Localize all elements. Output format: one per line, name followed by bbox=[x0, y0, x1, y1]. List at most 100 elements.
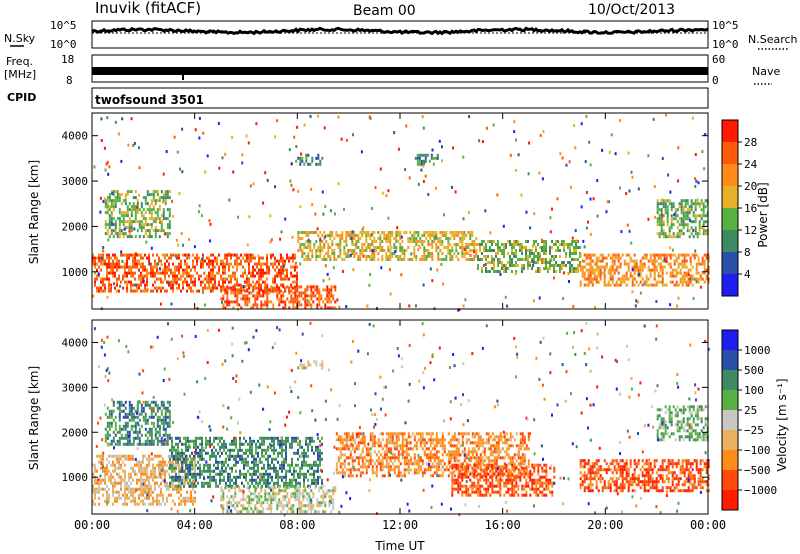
heatmap-cell bbox=[319, 249, 322, 252]
heatmap-cell bbox=[242, 297, 245, 301]
heatmap-cell bbox=[591, 280, 594, 284]
colorbar-swatch bbox=[722, 164, 738, 186]
heatmap-cell bbox=[326, 294, 329, 298]
heatmap-cell bbox=[451, 231, 454, 234]
heatmap-cell bbox=[585, 262, 588, 266]
heatmap-cell bbox=[309, 258, 312, 261]
heatmap-cell bbox=[327, 252, 330, 255]
heatmap-cell bbox=[244, 498, 247, 502]
heatmap-cell bbox=[244, 507, 247, 511]
heatmap-cell bbox=[698, 232, 701, 236]
heatmap-cell bbox=[201, 442, 203, 446]
heatmap-cell bbox=[114, 223, 117, 227]
heatmap-cell bbox=[617, 271, 620, 275]
heatmap-cell bbox=[130, 205, 133, 209]
heatmap-cell bbox=[186, 274, 188, 278]
heatmap-cell bbox=[664, 232, 667, 236]
heatmap-cell bbox=[210, 277, 212, 281]
heatmap-cell bbox=[477, 264, 479, 267]
heatmap-cell bbox=[198, 256, 200, 260]
heatmap-cell bbox=[619, 265, 622, 269]
heatmap-cell bbox=[246, 303, 249, 307]
heatmap-cell bbox=[381, 468, 384, 472]
heatmap-cell bbox=[234, 300, 237, 304]
heatmap-cell bbox=[631, 290, 634, 294]
heatmap-cell bbox=[173, 445, 175, 449]
heatmap-cell bbox=[511, 261, 513, 264]
heatmap-cell bbox=[357, 240, 360, 243]
heatmap-cell bbox=[467, 258, 470, 261]
heatmap-cell bbox=[265, 457, 267, 461]
heatmap-cell bbox=[700, 226, 703, 230]
heatmap-cell bbox=[148, 211, 151, 215]
heatmap-cell bbox=[136, 259, 138, 263]
heatmap-cell bbox=[327, 249, 330, 252]
heatmap-cell bbox=[311, 255, 314, 258]
heatmap-cell bbox=[114, 484, 116, 488]
heatmap-cell bbox=[114, 454, 116, 458]
heatmap-cell bbox=[255, 469, 257, 473]
heatmap-cell bbox=[258, 268, 260, 272]
heatmap-cell bbox=[357, 441, 360, 445]
heatmap-cell bbox=[593, 262, 596, 266]
heatmap-cell bbox=[649, 283, 652, 287]
heatmap-cell bbox=[579, 246, 581, 249]
heatmap-cell bbox=[104, 202, 107, 206]
heatmap-cell bbox=[196, 253, 198, 257]
heatmap-cell bbox=[335, 447, 338, 451]
heatmap-cell bbox=[317, 249, 320, 252]
nave-tick-top: 60 bbox=[712, 53, 725, 66]
heatmap-cell bbox=[222, 498, 225, 502]
heatmap-cell bbox=[297, 451, 299, 455]
heatmap-cell bbox=[100, 487, 102, 491]
heatmap-cell bbox=[311, 436, 313, 440]
heatmap-cell bbox=[128, 496, 130, 500]
heatmap-cell bbox=[294, 253, 296, 257]
heatmap-cell bbox=[268, 507, 271, 511]
heatmap-cell bbox=[116, 481, 118, 485]
heatmap-cell bbox=[214, 256, 216, 260]
heatmap-cell bbox=[140, 265, 142, 269]
heatmap-cell bbox=[214, 265, 216, 269]
heatmap-cell bbox=[256, 303, 259, 307]
heatmap-cell bbox=[148, 271, 150, 275]
heatmap-cell bbox=[627, 253, 630, 257]
heatmap-cell bbox=[126, 256, 128, 260]
heatmap-cell bbox=[134, 220, 137, 224]
heatmap-cell bbox=[154, 259, 156, 263]
heatmap-cell bbox=[643, 253, 646, 257]
heatmap-cell bbox=[330, 510, 333, 514]
heatmap-cell bbox=[94, 496, 96, 500]
heatmap-cell bbox=[156, 271, 158, 275]
heatmap-cell bbox=[331, 240, 334, 243]
heatmap-cell bbox=[223, 469, 225, 473]
heatmap-cell bbox=[381, 240, 384, 243]
heatmap-cell bbox=[581, 259, 584, 263]
heatmap-cell bbox=[471, 234, 474, 237]
heatmap-cell bbox=[281, 466, 283, 470]
heatmap-cell bbox=[122, 232, 125, 236]
heatmap-cell bbox=[215, 478, 217, 482]
colorbar-swatch bbox=[722, 120, 738, 142]
heatmap-cell bbox=[666, 211, 669, 215]
heatmap-cell bbox=[614, 255, 617, 259]
heatmap-cell bbox=[200, 283, 202, 287]
heatmap-cell bbox=[222, 507, 225, 511]
heatmap-cell bbox=[305, 234, 308, 237]
heatmap-cell bbox=[347, 231, 350, 234]
heatmap-cell bbox=[292, 297, 295, 301]
heatmap-cell bbox=[343, 249, 346, 252]
heatmap-cell bbox=[146, 288, 149, 292]
heatmap-cell bbox=[525, 240, 527, 243]
heatmap-cell bbox=[171, 448, 173, 452]
heatmap-cell bbox=[286, 504, 289, 508]
heatmap-cell bbox=[286, 492, 289, 496]
heatmap-cell bbox=[231, 466, 233, 470]
heatmap-cell bbox=[182, 496, 184, 500]
heatmap-cell bbox=[136, 220, 139, 224]
heatmap-cell bbox=[292, 300, 295, 304]
heatmap-cell bbox=[162, 193, 165, 197]
heatmap-cell bbox=[457, 243, 460, 246]
heatmap-cell bbox=[256, 486, 259, 490]
heatmap-cell bbox=[188, 499, 190, 503]
